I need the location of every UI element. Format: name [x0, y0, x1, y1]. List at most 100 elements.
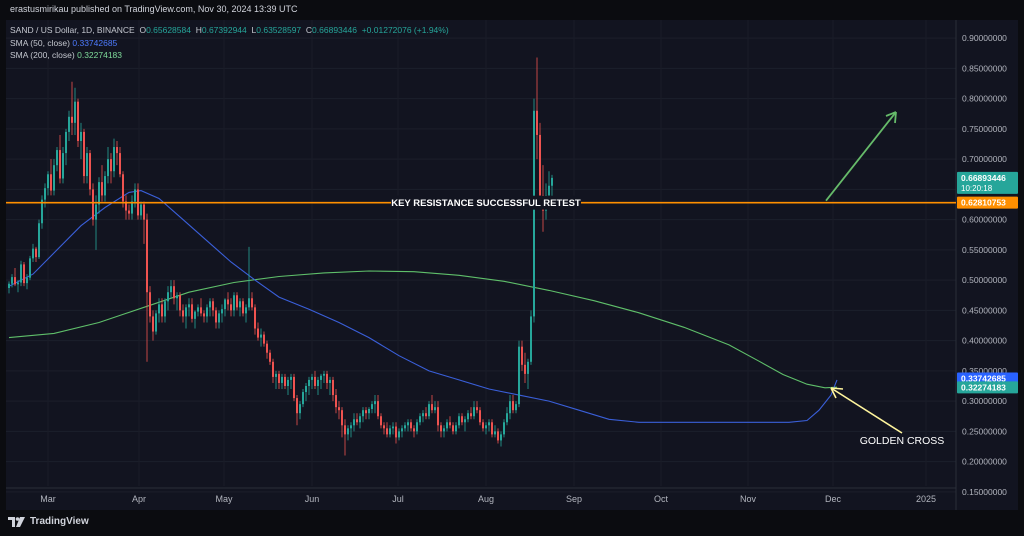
candle-body — [404, 425, 406, 429]
sma200-value: 0.32274183 — [77, 50, 123, 60]
candle-body — [329, 379, 331, 383]
candle-body — [278, 373, 280, 383]
sma200-label: SMA (200, close) — [10, 50, 75, 60]
candle-body — [20, 264, 22, 283]
candle-body — [458, 416, 460, 426]
y-tick-label: 0.35000000 — [962, 366, 1007, 376]
change-value: +0.01272076 (+1.94%) — [361, 25, 449, 35]
candle-body — [116, 147, 118, 154]
golden-cross-label: GOLDEN CROSS — [860, 435, 945, 447]
symbol-name[interactable]: SAND / US Dollar, 1D, BINANCE — [10, 25, 135, 35]
candle-body — [77, 101, 79, 141]
candle-body — [182, 310, 184, 317]
x-tick-label: Mar — [40, 494, 56, 504]
golden-cross-arrow-head — [830, 387, 844, 399]
y-tick-label: 0.15000000 — [962, 487, 1007, 497]
candle-body — [209, 301, 211, 308]
candle-body — [224, 299, 226, 310]
candle-body — [110, 159, 112, 172]
candle-body — [332, 379, 334, 396]
candle-body — [362, 410, 364, 417]
candle-body — [221, 309, 223, 314]
candle-body — [491, 422, 493, 435]
candle-body — [74, 101, 76, 123]
chart-legend: SAND / US Dollar, 1D, BINANCE O0.6562858… — [10, 24, 449, 62]
y-tick-label: 0.45000000 — [962, 305, 1007, 315]
candle-body — [287, 379, 289, 386]
tradingview-brand: TradingView — [30, 516, 89, 527]
candle-body — [365, 410, 367, 414]
candle-body — [317, 379, 319, 386]
candle-body — [350, 425, 352, 429]
price-label-bg — [957, 381, 1018, 394]
candle-body — [323, 373, 325, 376]
candle-body — [242, 301, 244, 314]
candle-body — [320, 375, 322, 380]
candle-body — [284, 376, 286, 386]
candle-body — [494, 431, 496, 435]
candle-body — [212, 301, 214, 311]
candle-body — [53, 165, 55, 191]
candle-body — [155, 313, 157, 332]
golden-cross-arrow-line[interactable] — [830, 387, 903, 434]
candle-body — [395, 426, 397, 438]
x-tick-label: May — [215, 494, 233, 504]
candle-body — [533, 110, 535, 317]
candle-body — [251, 298, 253, 308]
candle-body — [293, 376, 295, 399]
candle-body — [383, 425, 385, 429]
candle-body — [341, 410, 343, 426]
sma50-row[interactable]: SMA (50, close) 0.33742685 — [10, 37, 449, 50]
candle-body — [479, 410, 481, 423]
x-tick-label: Oct — [654, 494, 669, 504]
candle-body — [473, 407, 475, 417]
candle-body — [26, 277, 28, 284]
candle-body — [128, 210, 130, 214]
candle-body — [146, 219, 148, 293]
candle-body — [152, 316, 154, 332]
candle-body — [530, 316, 532, 362]
candle-body — [191, 304, 193, 319]
candle-body — [272, 361, 274, 377]
candle-body — [290, 376, 292, 380]
candle-body — [347, 428, 349, 435]
candle-body — [104, 176, 106, 196]
candle-body — [467, 413, 469, 420]
candle-body — [374, 401, 376, 405]
candle-body — [551, 177, 553, 186]
candle-body — [410, 422, 412, 429]
candle-body — [377, 401, 379, 417]
candle-body — [269, 352, 271, 362]
candle-body — [497, 431, 499, 441]
tradingview-logo[interactable]: TradingView — [8, 516, 89, 527]
candle-body — [95, 204, 97, 220]
candle-body — [527, 361, 529, 374]
candle-body — [515, 404, 517, 411]
candle-body — [32, 248, 34, 259]
candle-body — [119, 153, 121, 175]
chart-panel[interactable]: 0.90000000 0.85000000 0.80000000 0.75000000… — [6, 20, 1018, 510]
candle-body — [218, 313, 220, 323]
candle-body — [98, 182, 100, 205]
price-label: 0.33742685 — [961, 373, 1006, 383]
y-tick-label: 0.60000000 — [962, 215, 1007, 225]
candle-body — [260, 334, 262, 338]
candle-body — [455, 425, 457, 432]
candle-body — [47, 174, 49, 189]
candle-body — [314, 376, 316, 386]
high-value: 0.67392944 — [201, 25, 247, 35]
candle-body — [158, 304, 160, 314]
sma200-row[interactable]: SMA (200, close) 0.32274183 — [10, 49, 449, 62]
projection-arrow-line[interactable] — [825, 111, 897, 202]
candle-body — [140, 204, 142, 216]
candle-body — [167, 292, 169, 302]
candle-body — [56, 150, 58, 166]
candle-body — [50, 174, 52, 191]
price-chart[interactable]: 0.90000000 0.85000000 0.80000000 0.75000000… — [6, 20, 1018, 510]
candle-body — [446, 422, 448, 429]
candle-body — [143, 204, 145, 220]
candle-body — [308, 379, 310, 386]
candle-body — [275, 373, 277, 377]
candle-body — [185, 307, 187, 317]
candle-body — [425, 413, 427, 417]
